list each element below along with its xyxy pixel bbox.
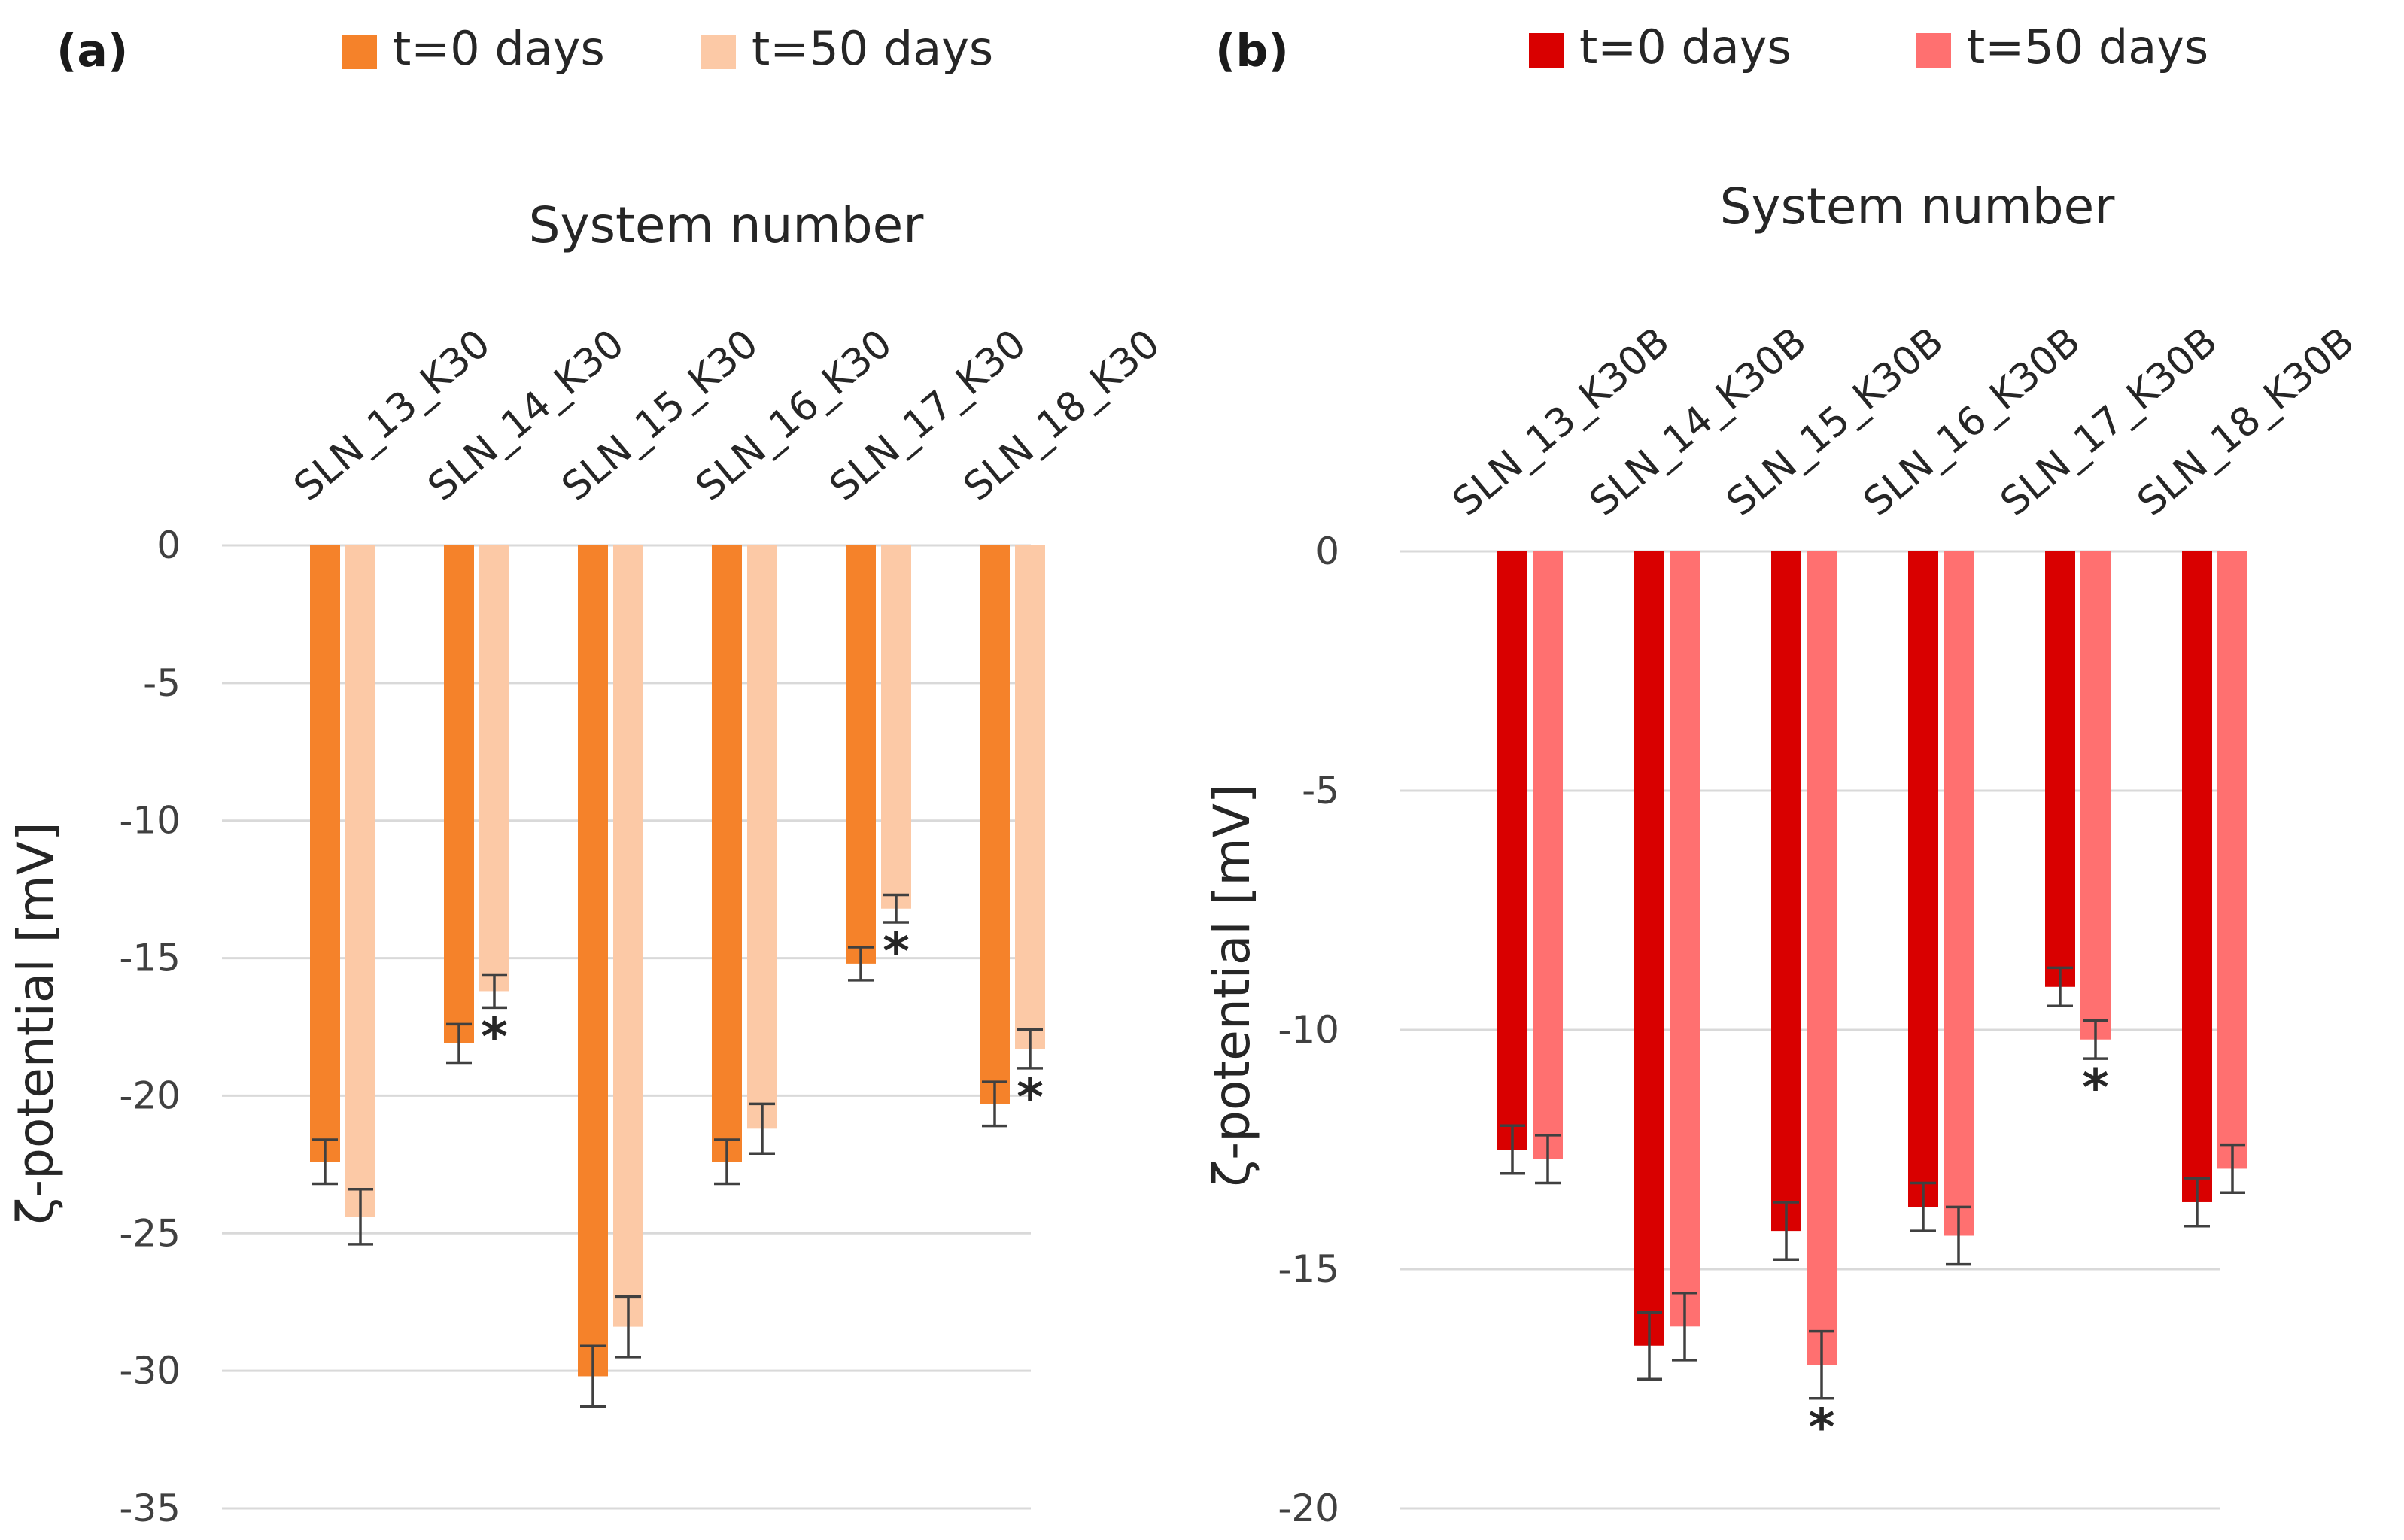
legend-label: t=0 days [1579,20,1792,74]
bar [444,545,474,1043]
bar [1908,551,1938,1207]
error-bar [1637,1311,1662,1381]
error-bar [1910,1181,1936,1232]
y-axis-title: ζ-potential [mV] [7,822,65,1224]
bar [578,545,608,1377]
error-bar [580,1344,606,1408]
y-tick-label: -20 [119,1074,181,1117]
bar [345,545,375,1217]
error-bar [883,893,909,924]
y-tick-label: -10 [1278,1008,1339,1052]
error-bar [482,973,507,1010]
error-bar [2083,1019,2108,1060]
y-tick-label: -5 [1302,769,1339,813]
significance-star: * [481,1007,508,1067]
error-bar [1500,1124,1525,1175]
error-bar [982,1080,1007,1128]
panel-label: (b) [1215,25,1289,77]
error-bar [714,1138,740,1186]
bar [712,545,742,1162]
y-tick-label: -35 [119,1487,181,1530]
error-bar [749,1102,775,1155]
bar [881,545,911,909]
legend-label: t=50 days [1967,20,2208,74]
bar [1771,551,1801,1232]
bar [980,545,1010,1104]
y-tick-label: -25 [119,1211,181,1255]
legend-swatch [1916,33,1951,68]
legend-label: t=0 days [393,21,605,76]
bar [1497,551,1527,1150]
y-axis-title: ζ-potential [mV] [1203,784,1261,1186]
y-tick-label: -10 [119,799,181,843]
bar [310,545,340,1162]
y-tick-label: -20 [1278,1487,1339,1530]
bar [2045,551,2075,987]
error-bar [2184,1177,2210,1228]
bar [1670,551,1700,1327]
error-bar [848,946,874,982]
error-bar [446,1022,472,1065]
bar [2217,551,2247,1169]
x-axis-title: System number [529,196,925,254]
legend-swatch [701,35,736,69]
y-tick-label: -15 [119,937,181,980]
error-bar [615,1295,641,1359]
significance-star: * [1808,1399,1835,1458]
bar [613,545,643,1327]
panel-label: (a) [56,25,128,77]
bar [846,545,876,964]
significance-star: * [2082,1059,2109,1118]
bar [479,545,509,992]
error-bar [1017,1028,1043,1070]
legend-swatch [1529,33,1564,68]
bar [2182,551,2212,1202]
significance-star: * [883,922,910,982]
bar [1015,545,1045,1049]
chart-panel-a: (a) t=0 days t=50 days System number 0 -5 -10 -… [7,21,1169,1530]
legend-swatch [342,35,377,69]
error-bar [312,1138,338,1186]
y-tick-label: -15 [1278,1247,1339,1291]
error-bar [1946,1205,1971,1266]
y-tick-label: 0 [157,524,181,567]
error-bar [1535,1134,1561,1185]
significance-star: * [1017,1068,1044,1128]
y-tick-label: 0 [1315,530,1339,573]
error-bar [1773,1201,1799,1262]
bar [1944,551,1974,1236]
error-bar [1809,1329,1834,1400]
legend-label: t=50 days [752,21,993,76]
bar [1533,551,1563,1159]
error-bar [348,1188,373,1246]
bar [1807,551,1837,1365]
x-axis-title: System number [1720,178,2116,235]
error-bar [2047,966,2073,1007]
bar [2080,551,2111,1040]
error-bar [2220,1143,2245,1194]
chart-panel-b: (b) t=0 days t=50 days System number 0 -5 -10 -… [1203,20,2363,1530]
error-bar [1672,1292,1697,1362]
y-tick-label: -5 [143,661,181,705]
bar [1634,551,1664,1346]
bar [747,545,777,1129]
y-tick-label: -30 [119,1349,181,1393]
